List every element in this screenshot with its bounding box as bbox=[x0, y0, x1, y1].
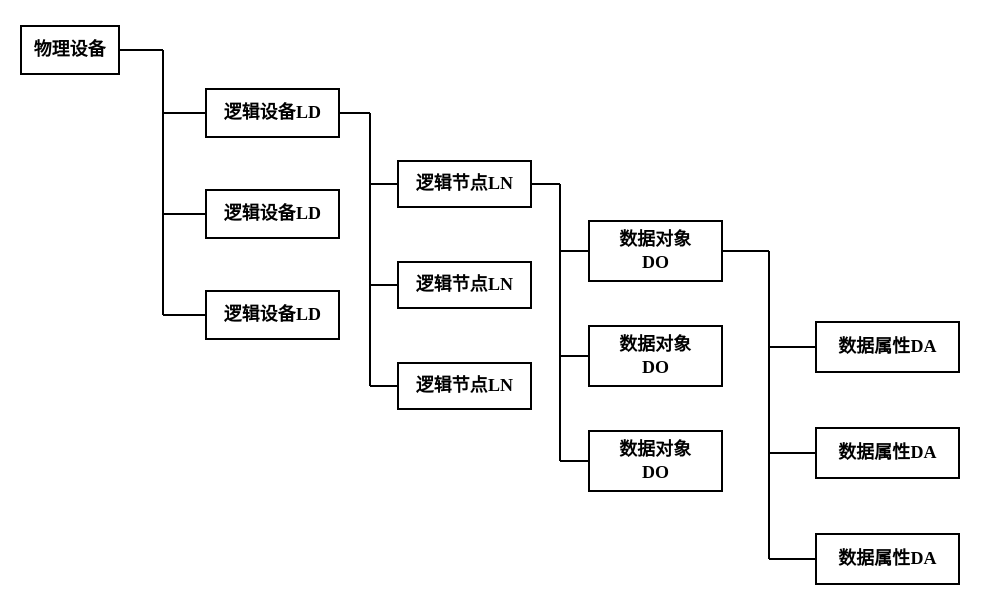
node-label: 数据属性DA bbox=[839, 547, 937, 570]
node-logical-device: 逻辑设备LD bbox=[205, 88, 340, 138]
node-data-attribute: 数据属性DA bbox=[815, 321, 960, 373]
node-logical-device: 逻辑设备LD bbox=[205, 189, 340, 239]
node-label: 数据对象DO bbox=[620, 438, 692, 485]
node-logical-node: 逻辑节点LN bbox=[397, 261, 532, 309]
node-label: 数据对象DO bbox=[620, 228, 692, 275]
node-data-object: 数据对象DO bbox=[588, 325, 723, 387]
node-data-attribute: 数据属性DA bbox=[815, 427, 960, 479]
node-label: 逻辑设备LD bbox=[224, 303, 321, 326]
node-label: 物理设备 bbox=[34, 38, 106, 61]
node-label: 逻辑节点LN bbox=[416, 172, 513, 195]
node-data-object: 数据对象DO bbox=[588, 220, 723, 282]
node-label: 逻辑节点LN bbox=[416, 273, 513, 296]
node-label: 数据属性DA bbox=[839, 441, 937, 464]
node-logical-device: 逻辑设备LD bbox=[205, 290, 340, 340]
node-label: 数据属性DA bbox=[839, 335, 937, 358]
node-data-attribute: 数据属性DA bbox=[815, 533, 960, 585]
node-logical-node: 逻辑节点LN bbox=[397, 362, 532, 410]
node-label: 数据对象DO bbox=[620, 333, 692, 380]
node-physical-device: 物理设备 bbox=[20, 25, 120, 75]
node-data-object: 数据对象DO bbox=[588, 430, 723, 492]
node-label: 逻辑设备LD bbox=[224, 202, 321, 225]
node-logical-node: 逻辑节点LN bbox=[397, 160, 532, 208]
node-label: 逻辑设备LD bbox=[224, 101, 321, 124]
node-label: 逻辑节点LN bbox=[416, 374, 513, 397]
